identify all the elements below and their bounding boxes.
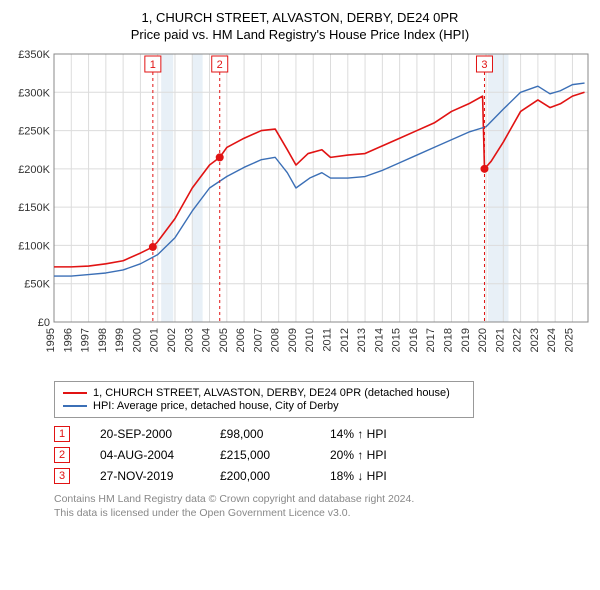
legend-swatch-subject bbox=[63, 392, 87, 394]
event-row: 1 20-SEP-2000 £98,000 14% ↑ HPI bbox=[54, 426, 590, 442]
svg-text:2024: 2024 bbox=[546, 328, 558, 352]
svg-text:2008: 2008 bbox=[270, 328, 282, 352]
footnote-line-2: This data is licensed under the Open Gov… bbox=[54, 506, 590, 520]
event-row: 3 27-NOV-2019 £200,000 18% ↓ HPI bbox=[54, 468, 590, 484]
svg-text:2023: 2023 bbox=[529, 328, 541, 352]
svg-text:2: 2 bbox=[217, 59, 223, 71]
svg-text:£50K: £50K bbox=[24, 279, 50, 291]
svg-text:£250K: £250K bbox=[18, 126, 50, 138]
event-row: 2 04-AUG-2004 £215,000 20% ↑ HPI bbox=[54, 447, 590, 463]
svg-text:2020: 2020 bbox=[477, 328, 489, 352]
svg-text:2006: 2006 bbox=[235, 328, 247, 352]
event-marker: 2 bbox=[54, 447, 70, 463]
svg-text:£0: £0 bbox=[38, 317, 50, 329]
price-chart: £0 £50K £100K £150K £200K £250K £300K £350K 1995… bbox=[10, 50, 590, 370]
svg-text:£150K: £150K bbox=[18, 202, 50, 214]
svg-text:£350K: £350K bbox=[18, 50, 50, 61]
svg-text:2025: 2025 bbox=[563, 328, 575, 352]
svg-text:1997: 1997 bbox=[80, 328, 92, 352]
svg-text:£100K: £100K bbox=[18, 240, 50, 252]
chart-area: £0 £50K £100K £150K £200K £250K £300K £350K 1995… bbox=[10, 50, 590, 375]
event-pct: 20% ↑ HPI bbox=[330, 448, 420, 462]
svg-text:2021: 2021 bbox=[494, 328, 506, 352]
page-title: 1, CHURCH STREET, ALVASTON, DERBY, DE24 … bbox=[10, 10, 590, 25]
svg-text:1995: 1995 bbox=[45, 328, 57, 352]
event-pct: 18% ↓ HPI bbox=[330, 469, 420, 483]
svg-text:2013: 2013 bbox=[356, 328, 368, 352]
event-marker: 1 bbox=[54, 426, 70, 442]
svg-text:2010: 2010 bbox=[304, 328, 316, 352]
legend-swatch-hpi bbox=[63, 405, 87, 407]
svg-text:2014: 2014 bbox=[373, 328, 385, 352]
event-price: £98,000 bbox=[220, 427, 300, 441]
svg-text:2011: 2011 bbox=[322, 328, 334, 352]
event-marker: 3 bbox=[54, 468, 70, 484]
svg-text:2017: 2017 bbox=[425, 328, 437, 352]
svg-text:2003: 2003 bbox=[183, 328, 195, 352]
svg-text:1999: 1999 bbox=[114, 328, 126, 352]
event-date: 04-AUG-2004 bbox=[100, 448, 190, 462]
page-subtitle: Price paid vs. HM Land Registry's House … bbox=[10, 27, 590, 42]
event-date: 27-NOV-2019 bbox=[100, 469, 190, 483]
svg-text:2022: 2022 bbox=[512, 328, 524, 352]
svg-text:£200K: £200K bbox=[18, 164, 50, 176]
svg-text:1: 1 bbox=[150, 59, 156, 71]
svg-text:2009: 2009 bbox=[287, 328, 299, 352]
svg-text:2002: 2002 bbox=[166, 328, 178, 352]
svg-text:2016: 2016 bbox=[408, 328, 420, 352]
legend-item-subject: 1, CHURCH STREET, ALVASTON, DERBY, DE24 … bbox=[63, 387, 465, 399]
event-price: £215,000 bbox=[220, 448, 300, 462]
svg-text:2007: 2007 bbox=[252, 328, 264, 352]
legend-label-subject: 1, CHURCH STREET, ALVASTON, DERBY, DE24 … bbox=[93, 387, 450, 399]
event-price: £200,000 bbox=[220, 469, 300, 483]
event-pct: 14% ↑ HPI bbox=[330, 427, 420, 441]
svg-text:£300K: £300K bbox=[18, 87, 50, 99]
legend: 1, CHURCH STREET, ALVASTON, DERBY, DE24 … bbox=[54, 381, 474, 418]
svg-text:2015: 2015 bbox=[391, 328, 403, 352]
svg-text:2012: 2012 bbox=[339, 328, 351, 352]
svg-text:2001: 2001 bbox=[149, 328, 161, 352]
svg-text:1996: 1996 bbox=[62, 328, 74, 352]
events-table: 1 20-SEP-2000 £98,000 14% ↑ HPI 2 04-AUG-2004… bbox=[54, 426, 590, 484]
svg-text:1998: 1998 bbox=[97, 328, 109, 352]
footnote: Contains HM Land Registry data © Crown c… bbox=[54, 492, 590, 520]
svg-text:2000: 2000 bbox=[131, 328, 143, 352]
svg-text:2019: 2019 bbox=[460, 328, 472, 352]
svg-text:2004: 2004 bbox=[201, 328, 213, 352]
svg-text:2005: 2005 bbox=[218, 328, 230, 352]
chart-card: 1, CHURCH STREET, ALVASTON, DERBY, DE24 … bbox=[0, 0, 600, 530]
event-date: 20-SEP-2000 bbox=[100, 427, 190, 441]
legend-item-hpi: HPI: Average price, detached house, City… bbox=[63, 400, 465, 412]
svg-text:2018: 2018 bbox=[442, 328, 454, 352]
legend-label-hpi: HPI: Average price, detached house, City… bbox=[93, 400, 339, 412]
footnote-line-1: Contains HM Land Registry data © Crown c… bbox=[54, 492, 590, 506]
svg-text:3: 3 bbox=[481, 59, 487, 71]
